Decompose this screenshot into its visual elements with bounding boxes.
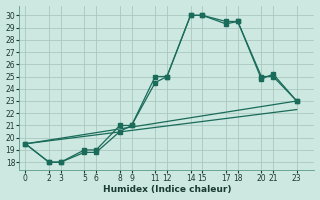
X-axis label: Humidex (Indice chaleur): Humidex (Indice chaleur) xyxy=(103,185,231,194)
